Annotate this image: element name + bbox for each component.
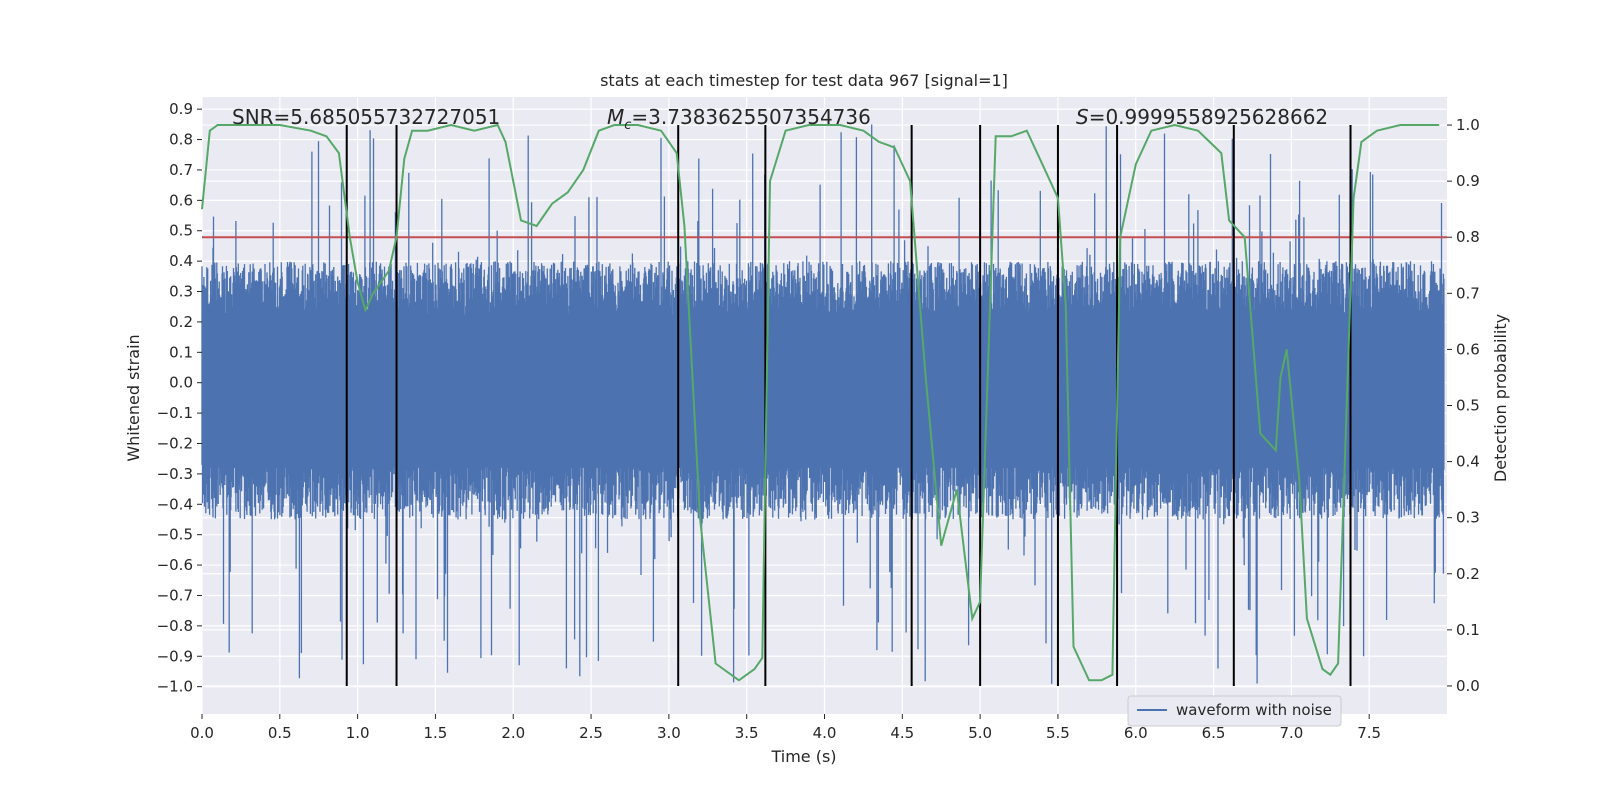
y-left-tick-label: 0.7	[169, 161, 193, 179]
y-left-tick-label: 0.3	[169, 283, 193, 301]
x-tick-label: 7.5	[1357, 724, 1381, 742]
y-left-tick-label: −0.6	[157, 556, 193, 574]
y-left-tick-label: 0.1	[169, 343, 193, 361]
y-right-tick-label: 0.7	[1456, 284, 1480, 302]
y-left-tick-label: −0.3	[157, 465, 193, 483]
x-tick-label: 6.5	[1202, 724, 1226, 742]
x-tick-label: 3.5	[735, 724, 759, 742]
x-tick-label: 4.0	[813, 724, 837, 742]
x-tick-label: 5.5	[1046, 724, 1070, 742]
y-axis-right-label: Detection probability	[1491, 314, 1510, 482]
x-tick-label: 5.0	[968, 724, 992, 742]
x-tick-label: 4.5	[890, 724, 914, 742]
y-left-tick-label: −0.1	[157, 404, 193, 422]
y-right-tick-label: 0.0	[1456, 677, 1480, 695]
snr-annotation: SNR=5.685055732727051	[232, 105, 500, 129]
score-annotation: S=0.9999558925628662	[1076, 105, 1328, 129]
y-left-tick-label: 0.0	[169, 374, 193, 392]
y-right-tick-label: 0.8	[1456, 228, 1480, 246]
waveform-series	[201, 124, 1445, 684]
y-right-tick-label: 0.6	[1456, 340, 1480, 358]
waveform-core	[202, 315, 1444, 468]
y-left-tick-label: −1.0	[157, 678, 193, 696]
x-tick-label: 2.5	[579, 724, 603, 742]
x-tick-label: 6.0	[1124, 724, 1148, 742]
y-right-tick-label: 0.3	[1456, 509, 1480, 527]
x-axis-label: Time (s)	[770, 747, 836, 766]
y-right-tick-label: 0.4	[1456, 453, 1480, 471]
y-right-tick-label: 1.0	[1456, 116, 1480, 134]
x-tick-label: 1.0	[346, 724, 370, 742]
y-left-tick-label: −0.2	[157, 434, 193, 452]
y-left-tick-label: −0.4	[157, 495, 193, 513]
x-tick-label: 2.0	[501, 724, 525, 742]
y-right-tick-label: 0.2	[1456, 565, 1480, 583]
y-left-tick-label: −0.9	[157, 647, 193, 665]
x-tick-label: 3.0	[657, 724, 681, 742]
y-left-tick-label: 0.4	[169, 252, 193, 270]
legend-entry-waveform: waveform with noise	[1176, 701, 1332, 719]
legend: waveform with noise	[1127, 695, 1342, 727]
y-right-tick-label: 0.1	[1456, 621, 1480, 639]
y-axis-left-label: Whitened strain	[124, 334, 143, 461]
detection-probability-series	[201, 123, 1440, 682]
y-axis-left-ticks: 0.9 0.8 0.7 0.6 0.5 0.4 0.3 0.2 0.1 0.0 −0.1 −0.2 −0…	[157, 100, 202, 696]
x-tick-label: 7.0	[1279, 724, 1303, 742]
x-tick-label: 0.5	[268, 724, 292, 742]
y-left-tick-label: 0.8	[169, 131, 193, 149]
y-left-tick-label: 0.9	[169, 100, 193, 118]
y-left-tick-label: −0.5	[157, 526, 193, 544]
y-left-tick-label: 0.5	[169, 222, 193, 240]
y-right-tick-label: 0.9	[1456, 172, 1480, 190]
x-tick-label: 1.5	[424, 724, 448, 742]
probability-line	[201, 123, 1440, 682]
y-right-tick-label: 0.5	[1456, 397, 1480, 415]
y-left-tick-label: −0.7	[157, 586, 193, 604]
x-axis-ticks: 0.0 0.5 1.0 1.5 2.0 2.5 3.0 3.5 4.0 4.5 5.0 5.5 6.0 6…	[190, 714, 1381, 742]
chirp-mass-annotation: Mc=3.7383625507354736	[607, 105, 871, 133]
y-left-tick-label: −0.8	[157, 617, 193, 635]
legend-box	[1127, 695, 1342, 727]
y-left-tick-label: 0.2	[169, 313, 193, 331]
y-axis-right-ticks: 1.0 0.9 0.8 0.7 0.6 0.5 0.4 0.3 0.2 0.1 0.0	[1447, 116, 1480, 695]
y-left-tick-label: 0.6	[169, 191, 193, 209]
chart-title: stats at each timestep for test data 967…	[600, 71, 1008, 90]
event-lines	[345, 125, 1352, 686]
x-tick-label: 0.0	[190, 724, 214, 742]
